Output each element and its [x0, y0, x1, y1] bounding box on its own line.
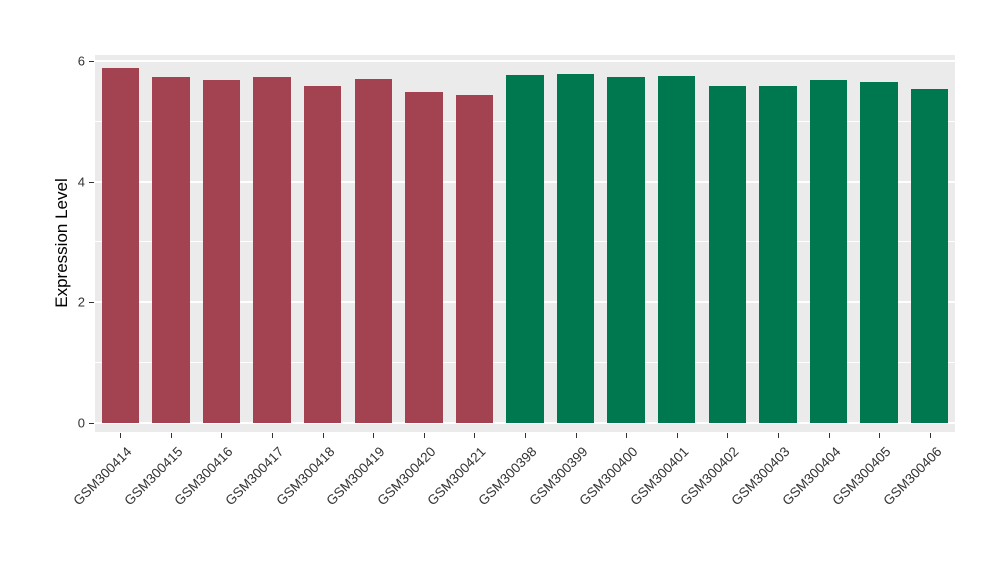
bar [506, 74, 544, 423]
bar [405, 91, 443, 423]
x-tick-mark [727, 433, 729, 438]
x-tick-mark [879, 433, 881, 438]
y-axis-label: Expression Level [52, 178, 71, 308]
bar [303, 86, 342, 423]
y-tick-label: 4 [77, 174, 85, 190]
y-tick-mark [89, 61, 94, 63]
x-tick-mark [221, 433, 223, 438]
bar [101, 68, 139, 423]
x-tick-mark [676, 433, 678, 438]
bar [202, 79, 241, 423]
bar [708, 86, 747, 423]
x-tick-mark [373, 433, 375, 438]
gridline-major [95, 421, 955, 424]
x-tick-mark [120, 433, 122, 438]
y-tick-label: 2 [77, 294, 85, 310]
bar [354, 79, 392, 423]
x-tick-mark [777, 433, 779, 438]
gridline-major [95, 60, 955, 63]
bar [152, 77, 190, 423]
bar [607, 77, 645, 423]
bar [253, 76, 291, 423]
y-tick-mark [89, 302, 94, 304]
bar [910, 88, 949, 423]
x-tick-mark [929, 433, 931, 438]
bar [455, 95, 494, 423]
x-tick-mark [423, 433, 425, 438]
bar [556, 73, 595, 423]
x-tick-mark [272, 433, 274, 438]
bar [809, 79, 848, 423]
y-tick-label: 6 [77, 53, 85, 69]
y-tick-mark [89, 422, 94, 424]
y-tick-label: 0 [77, 415, 85, 431]
x-tick-mark [474, 433, 476, 438]
bar [759, 85, 797, 423]
x-tick-mark [322, 433, 324, 438]
bar [860, 81, 898, 423]
bar [658, 76, 696, 423]
x-tick-mark [170, 433, 172, 438]
x-tick-mark [575, 433, 577, 438]
y-tick-mark [89, 181, 94, 183]
x-tick-mark [828, 433, 830, 438]
plot-panel [95, 55, 955, 432]
x-tick-mark [525, 433, 526, 438]
x-tick-mark [626, 433, 628, 438]
